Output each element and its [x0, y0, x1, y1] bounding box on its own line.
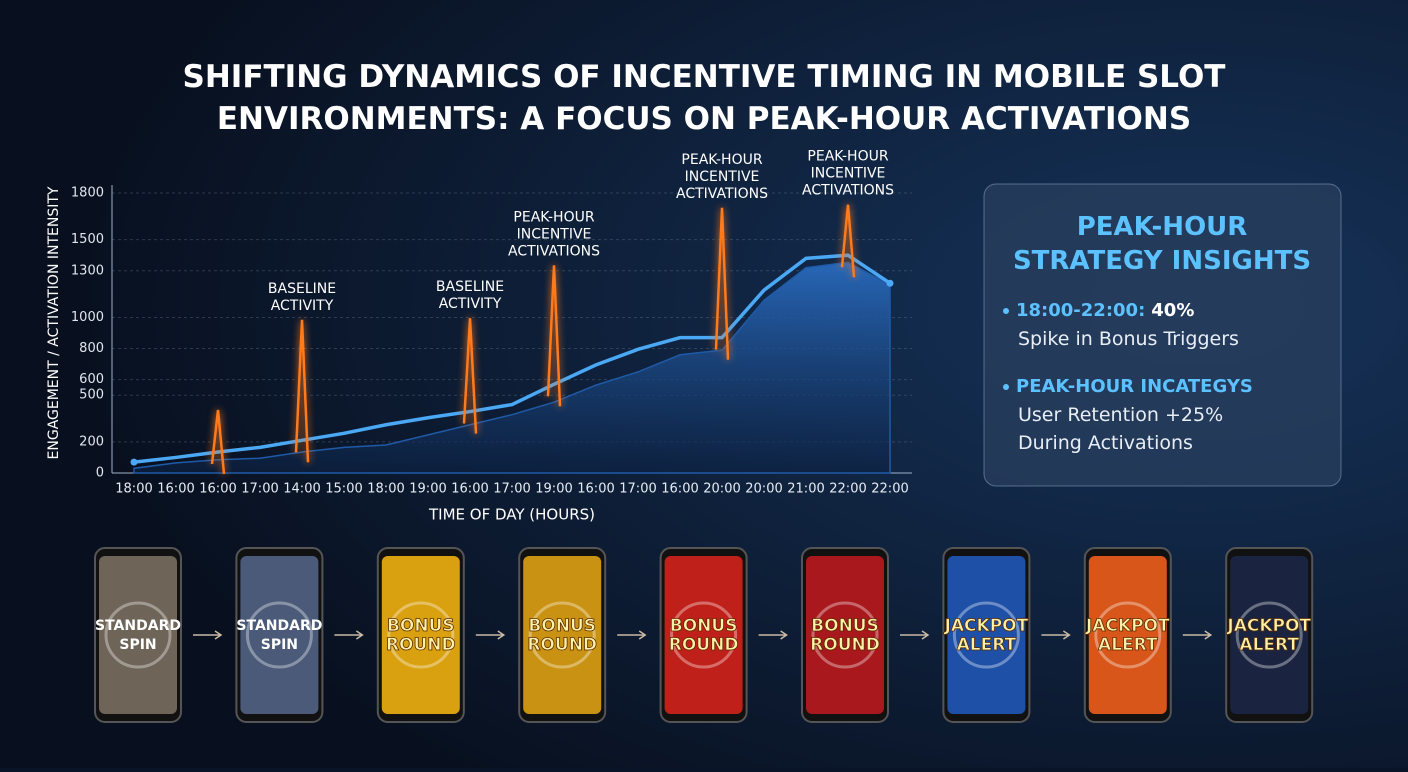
arrow	[334, 630, 364, 640]
arrow	[900, 630, 930, 640]
bullet	[1003, 308, 1009, 314]
arrow	[1182, 630, 1213, 640]
screen-glow	[104, 601, 172, 669]
spike	[714, 207, 730, 360]
x-tick-label: 20:00	[745, 482, 782, 497]
phone-label: JACKPOT ALERT	[944, 616, 1029, 655]
phone-label: BONUS ROUND	[669, 616, 739, 655]
x-tick-label: 16:00	[199, 482, 236, 497]
phone-label: JACKPOT ALERT	[1226, 616, 1311, 655]
x-tick-label: 16:00	[661, 482, 698, 497]
screen-glow	[1235, 601, 1303, 669]
annotation: BASELINE ACTIVITY	[268, 281, 336, 314]
phone-screen	[240, 556, 319, 714]
phone-screen	[99, 556, 177, 714]
x-tick-label: 19:00	[409, 482, 446, 497]
phone-screen	[381, 556, 460, 714]
line-end	[886, 279, 894, 287]
y-tick-label: 1300	[71, 263, 104, 278]
x-tick-label: 20:00	[703, 482, 740, 497]
annotation: PEAK-HOUR INCENTIVE ACTIVATIONS	[508, 209, 600, 259]
y-tick-label: 500	[79, 388, 104, 403]
spike	[210, 409, 226, 475]
phone-label: BONUS ROUND	[527, 616, 597, 655]
phone-label: BONUS ROUND	[386, 616, 456, 655]
phone-label: BONUS ROUND	[810, 616, 880, 655]
arrow	[617, 630, 647, 640]
screen-glow	[528, 601, 596, 669]
x-tick-label: 17:00	[619, 482, 656, 497]
x-tick-label: 19:00	[535, 482, 572, 497]
screen-glow	[670, 601, 738, 669]
x-tick-label: 14:00	[283, 482, 320, 497]
phone-label: STANDARD SPIN	[236, 618, 322, 653]
screen-glow	[387, 601, 455, 669]
spike	[294, 319, 310, 463]
y-axis-label: ENGAGEMENT / ACTIVATION INTENSITY	[46, 186, 62, 459]
arrow	[193, 630, 223, 640]
phone-screen	[1088, 556, 1167, 714]
x-tick-label: 18:00	[115, 482, 152, 497]
phone-screen	[947, 556, 1026, 714]
phone-screen	[1230, 556, 1309, 714]
item-label: PEAK-HOUR INCATEGYS	[1016, 376, 1253, 397]
title: SHIFTING DYNAMICS OF INCENTIVE TIMING IN…	[183, 59, 1226, 137]
x-tick-label: 22:00	[871, 482, 908, 497]
arrow	[758, 630, 788, 640]
screen-glow	[245, 601, 313, 669]
item-text: User Retention +25% During Activations	[1018, 404, 1223, 454]
y-tick-label: 200	[79, 434, 104, 449]
area	[133, 261, 891, 474]
annotation: PEAK-HOUR INCENTIVE ACTIVATIONS	[802, 149, 894, 199]
x-tick-label: 16:00	[157, 482, 194, 497]
annotation: BASELINE ACTIVITY	[436, 279, 504, 312]
y-tick-label: 600	[79, 372, 104, 387]
screen-glow	[1094, 601, 1162, 669]
y-tick-label: 0	[96, 466, 104, 481]
y-tick-label: 800	[79, 341, 104, 356]
arrow	[1041, 630, 1071, 640]
item-value: 40%	[1151, 300, 1194, 321]
bullet	[1003, 384, 1009, 390]
x-tick-label: 21:00	[787, 482, 824, 497]
line	[133, 253, 891, 464]
x-tick-label: 22:00	[829, 482, 866, 497]
item-label: 18:00-22:00:	[1016, 300, 1145, 321]
arrow	[475, 630, 506, 640]
x-tick-label: 15:00	[325, 482, 362, 497]
phone-screen	[523, 556, 602, 714]
x-tick-label: 17:00	[493, 482, 530, 497]
phone-screen	[806, 556, 884, 714]
x-tick-label: 17:00	[241, 482, 278, 497]
x-tick-label: 18:00	[367, 482, 404, 497]
y-tick-label: 1500	[71, 232, 104, 247]
screen-glow	[952, 601, 1020, 669]
spike	[546, 265, 562, 407]
insight-panel	[983, 183, 1342, 487]
x-axis-label: TIME OF DAY (HOURS)	[428, 506, 595, 524]
spike	[840, 204, 856, 278]
annotation: PEAK-HOUR INCENTIVE ACTIVATIONS	[676, 152, 768, 202]
line-end	[130, 458, 138, 466]
y-tick-label: 1000	[71, 310, 104, 325]
phone-label: STANDARD SPIN	[95, 618, 181, 653]
x-tick-label: 16:00	[451, 482, 488, 497]
phone-screen	[664, 556, 743, 714]
panel-title: PEAK-HOUR STRATEGY INSIGHTS	[1013, 212, 1311, 276]
item-text: Spike in Bonus Triggers	[1018, 328, 1239, 350]
screen-glow	[811, 601, 879, 669]
x-tick-label: 16:00	[577, 482, 614, 497]
phone-label: JACKPOT ALERT	[1085, 616, 1170, 655]
y-tick-label: 1800	[71, 186, 104, 201]
spike	[462, 318, 478, 434]
